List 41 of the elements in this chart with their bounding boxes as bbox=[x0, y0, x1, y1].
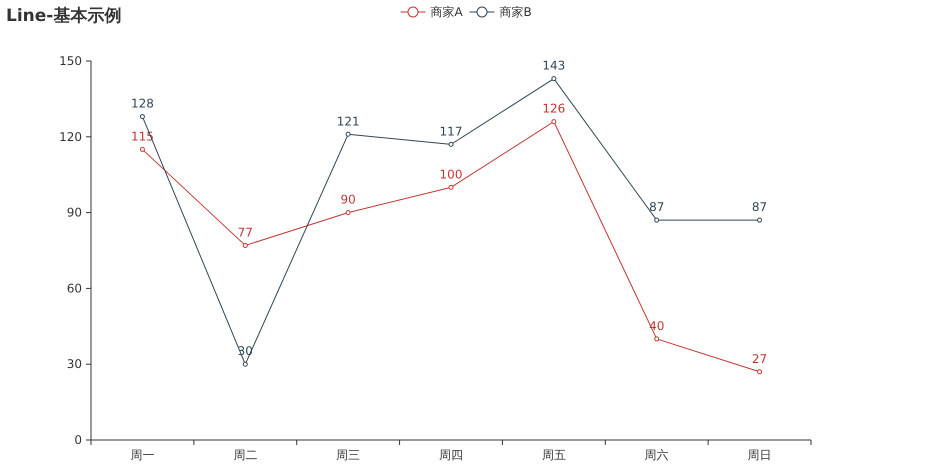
y-tick-label: 150 bbox=[59, 54, 82, 68]
point bbox=[140, 146, 145, 152]
data-label: 77 bbox=[238, 225, 253, 240]
point bbox=[448, 184, 454, 190]
point bbox=[654, 218, 660, 223]
point bbox=[757, 218, 762, 223]
data-label: 126 bbox=[542, 102, 566, 116]
point bbox=[757, 369, 762, 374]
data-label: 117 bbox=[440, 124, 462, 138]
y-tick-label: 120 bbox=[59, 130, 82, 144]
data-label: 27 bbox=[752, 352, 768, 366]
point bbox=[551, 76, 556, 82]
data-label: 121 bbox=[336, 114, 360, 128]
data-label: 90 bbox=[340, 192, 356, 207]
x-tick-label: 周一 bbox=[130, 448, 154, 462]
y-tick-label: 90 bbox=[66, 206, 82, 220]
legend-label: 商家A bbox=[430, 5, 464, 19]
point bbox=[242, 242, 248, 248]
x-tick-label: 周二 bbox=[233, 448, 258, 462]
y-tick-label: 30 bbox=[66, 357, 82, 372]
x-tick-label: 周日 bbox=[748, 448, 772, 462]
x-tick-label: 周六 bbox=[644, 448, 669, 462]
point bbox=[140, 114, 145, 120]
data-label: 87 bbox=[649, 200, 664, 214]
y-tick-label: 0 bbox=[74, 433, 82, 447]
data-label: 87 bbox=[752, 200, 768, 214]
x-tick-label: 周四 bbox=[439, 448, 463, 462]
data-label: 143 bbox=[542, 58, 566, 73]
data-label: 128 bbox=[130, 96, 154, 111]
point bbox=[551, 119, 556, 124]
legend-label: 商家B bbox=[500, 5, 532, 19]
point bbox=[346, 132, 351, 137]
point bbox=[654, 336, 660, 342]
y-tick-label: 60 bbox=[66, 281, 82, 296]
point bbox=[448, 142, 454, 147]
chart-title: Line-基本示例 bbox=[6, 6, 122, 26]
data-label: 100 bbox=[440, 167, 462, 182]
point bbox=[346, 210, 351, 216]
x-tick-label: 周三 bbox=[336, 448, 360, 462]
point bbox=[242, 362, 248, 367]
x-tick-label: 周五 bbox=[542, 448, 566, 462]
